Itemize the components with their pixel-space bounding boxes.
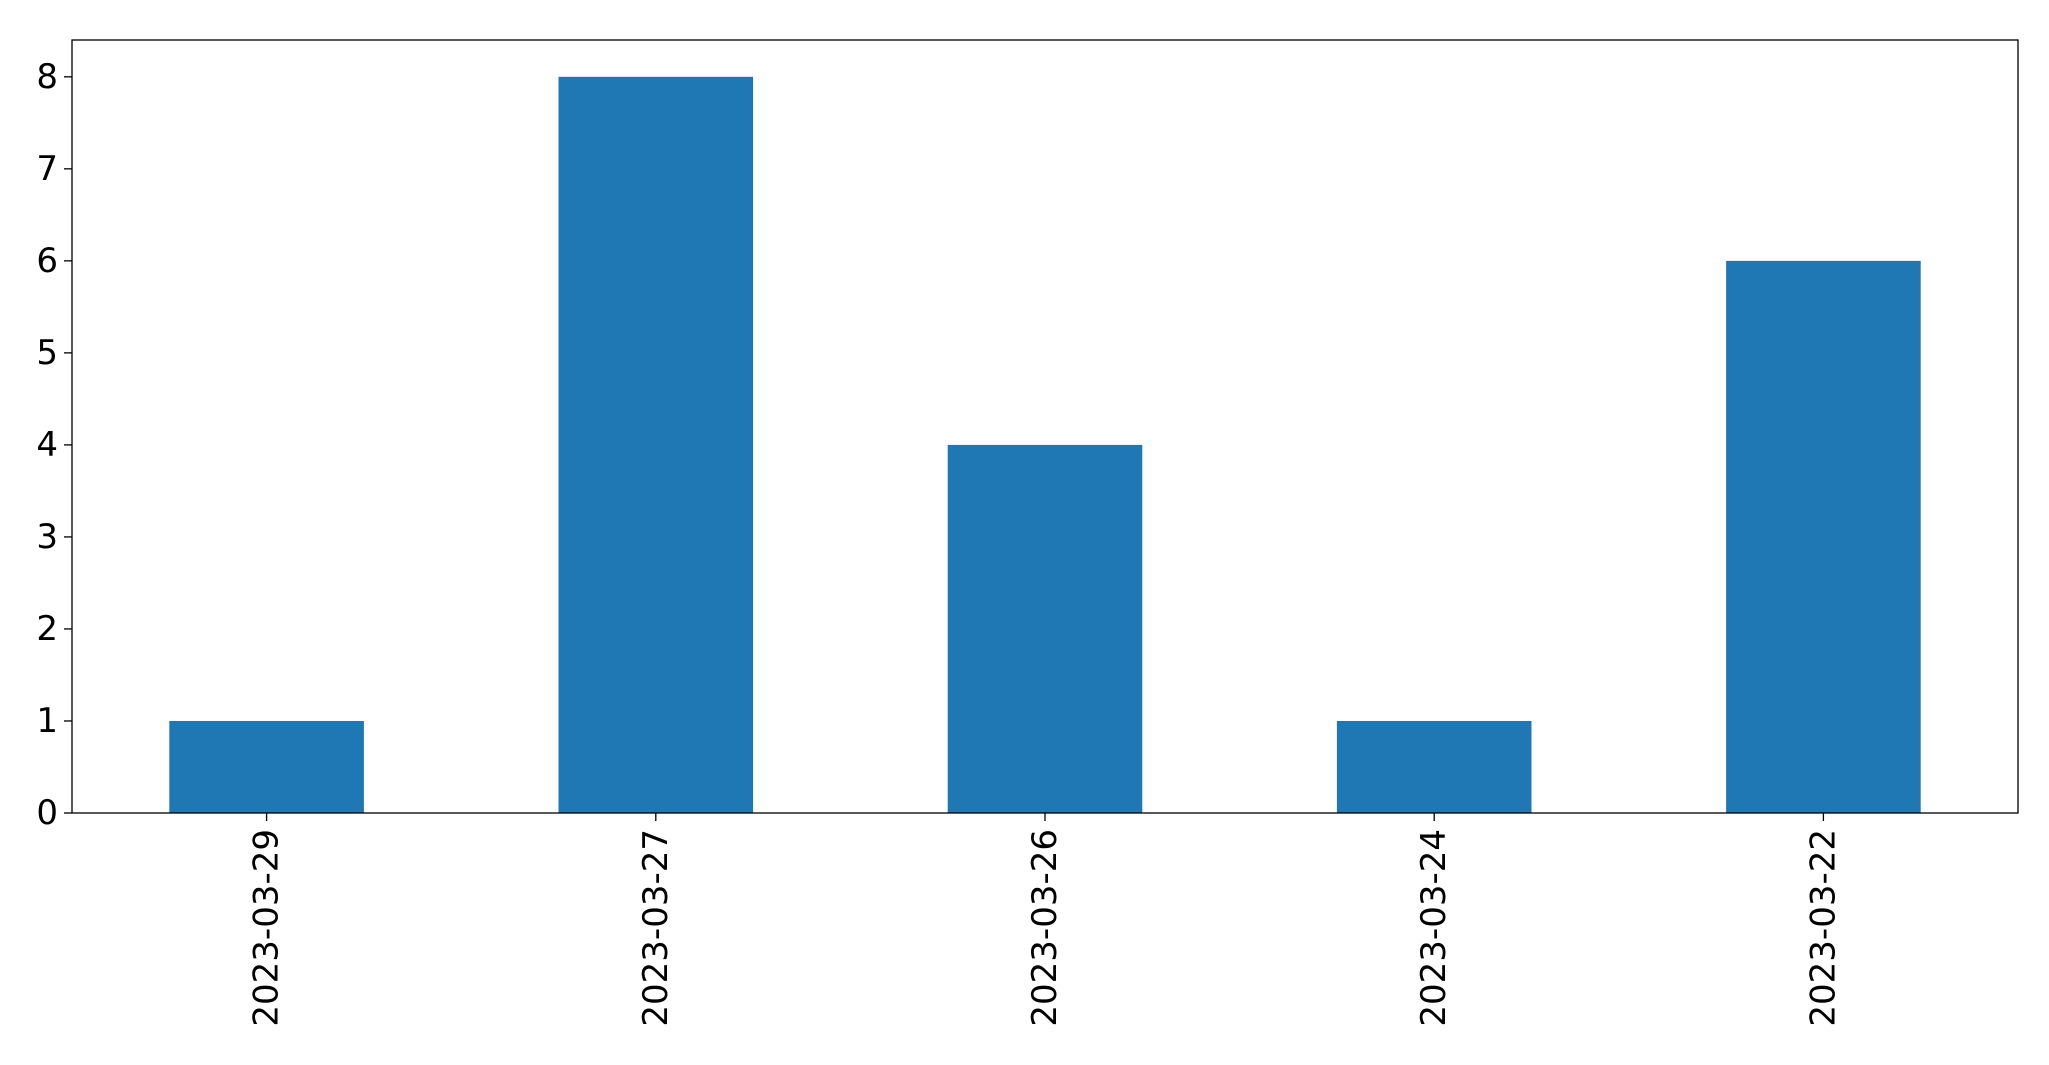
y-tick-label: 4	[36, 425, 58, 465]
x-tick-label: 2023-03-24	[1414, 829, 1454, 1027]
x-tick-label: 2023-03-26	[1025, 829, 1065, 1027]
bar-2023-03-22	[1726, 260, 1921, 813]
x-tick-label: 2023-03-22	[1803, 829, 1843, 1027]
x-tick-label: 2023-03-27	[636, 829, 676, 1027]
y-tick-label: 5	[36, 333, 58, 373]
bar-2023-03-26	[947, 444, 1143, 813]
y-tick-label: 3	[36, 517, 58, 557]
x-tick-label: 2023-03-29	[247, 829, 287, 1027]
y-tick-label: 2	[36, 609, 58, 649]
plot-frame	[71, 39, 2019, 814]
y-tick-label: 8	[36, 57, 58, 97]
bar-2023-03-24	[1336, 720, 1532, 813]
bars-layer	[169, 76, 1921, 814]
y-tick-label: 7	[36, 149, 58, 189]
y-tick-label: 1	[36, 701, 58, 741]
bar-2023-03-29	[169, 720, 364, 813]
y-axis: 0 1 2 3 4 5 6 7 8	[36, 57, 72, 833]
y-tick-label: 6	[36, 241, 58, 281]
bar-2023-03-27	[558, 76, 754, 814]
y-tick-label: 0	[36, 793, 58, 833]
x-axis: 2023-03-29 2023-03-27 2023-03-26 2023-03-24…	[247, 813, 1843, 1027]
